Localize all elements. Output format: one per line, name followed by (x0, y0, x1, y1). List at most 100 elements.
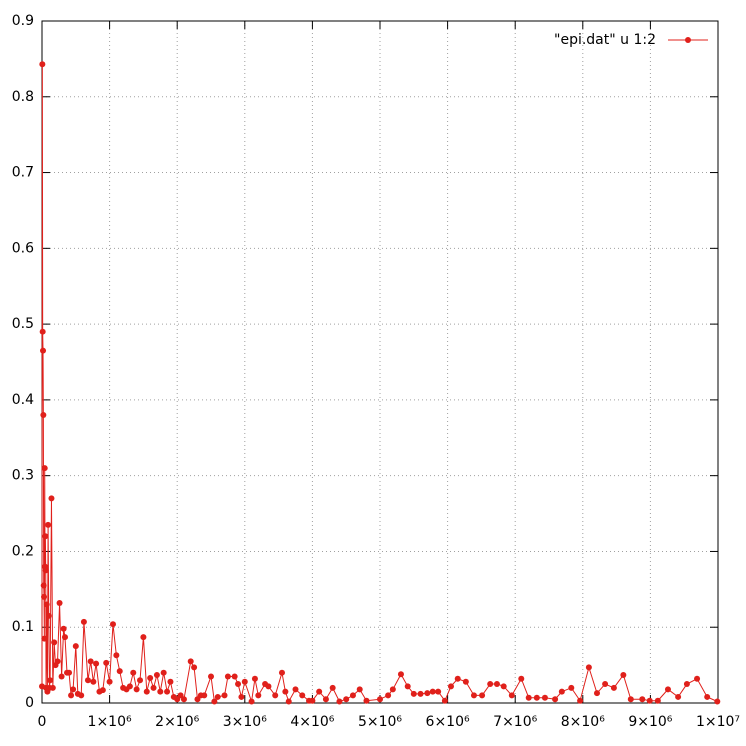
x-tick-label: 1×10⁶ (88, 714, 132, 730)
point (39, 61, 46, 68)
point (577, 697, 584, 704)
y-tick-label: 0.9 (12, 13, 34, 29)
point (541, 694, 548, 701)
legend-point (685, 37, 691, 43)
point (620, 671, 627, 678)
point (385, 692, 392, 699)
legend-label: "epi.dat" u 1:2 (554, 32, 656, 48)
point (70, 686, 77, 693)
point (251, 675, 258, 682)
y-tick-label: 0.5 (12, 316, 34, 332)
point (130, 669, 137, 676)
point (278, 669, 285, 676)
point (417, 690, 424, 697)
point (654, 697, 661, 704)
point (66, 669, 73, 676)
point (61, 634, 68, 641)
point (41, 593, 48, 600)
point (58, 673, 65, 680)
point (285, 698, 292, 705)
point (78, 692, 85, 699)
point (153, 671, 160, 678)
y-tick-label: 0 (25, 695, 34, 711)
point (441, 697, 448, 704)
point (48, 495, 55, 502)
point (329, 684, 336, 691)
point (87, 658, 94, 665)
point (187, 658, 194, 665)
x-tick-label: 8×10⁶ (561, 714, 605, 730)
x-tick-label: 0 (38, 714, 47, 730)
point (99, 687, 106, 694)
y-tick-label: 0.3 (12, 468, 34, 484)
point (126, 683, 133, 690)
point (429, 688, 436, 695)
point (694, 675, 701, 682)
point (568, 684, 575, 691)
point (45, 612, 52, 619)
point (397, 671, 404, 678)
y-tick-label: 0.1 (12, 619, 34, 635)
point (435, 688, 442, 695)
point (167, 678, 174, 685)
point (356, 686, 363, 693)
point (602, 681, 609, 688)
point (336, 698, 343, 705)
point (51, 639, 58, 646)
point (479, 692, 486, 699)
x-tick-label: 4×10⁶ (290, 714, 334, 730)
point (103, 659, 110, 666)
x-tick-label: 2×10⁶ (155, 714, 199, 730)
point (447, 683, 454, 690)
x-tick-label: 6×10⁶ (426, 714, 470, 730)
point (231, 673, 238, 680)
point (646, 697, 653, 704)
point (72, 643, 79, 650)
point (180, 696, 187, 703)
point (272, 692, 279, 699)
point (292, 686, 299, 693)
y-tick-label: 0.7 (12, 165, 34, 181)
point (45, 521, 52, 528)
point (558, 688, 565, 695)
point (106, 678, 113, 685)
point (41, 465, 48, 472)
y-tick-label: 0.4 (12, 392, 34, 408)
point (84, 677, 91, 684)
x-tick-label: 5×10⁶ (358, 714, 402, 730)
x-tick-label: 7×10⁶ (493, 714, 537, 730)
point (533, 694, 540, 701)
point (525, 694, 532, 701)
point (160, 669, 167, 676)
point (349, 692, 356, 699)
point (518, 675, 525, 682)
point (639, 696, 646, 703)
point (140, 634, 147, 641)
point (363, 697, 370, 704)
point (90, 678, 97, 685)
point (113, 652, 120, 659)
y-tick-label: 0.2 (12, 543, 34, 559)
point (214, 693, 221, 700)
point (238, 693, 245, 700)
y-tick-label: 0.6 (12, 240, 34, 256)
point (147, 674, 154, 681)
point (454, 675, 461, 682)
point (664, 686, 671, 693)
point (40, 582, 47, 589)
point (49, 684, 56, 691)
point (255, 692, 262, 699)
point (39, 328, 46, 335)
point (143, 688, 150, 695)
point (221, 692, 228, 699)
point (675, 693, 682, 700)
point (683, 681, 690, 688)
point (68, 692, 75, 699)
point (42, 533, 49, 540)
point (316, 688, 323, 695)
point (487, 681, 494, 688)
point (235, 681, 242, 688)
point (552, 696, 559, 703)
x-tick-label: 1×10⁷ (696, 714, 740, 730)
